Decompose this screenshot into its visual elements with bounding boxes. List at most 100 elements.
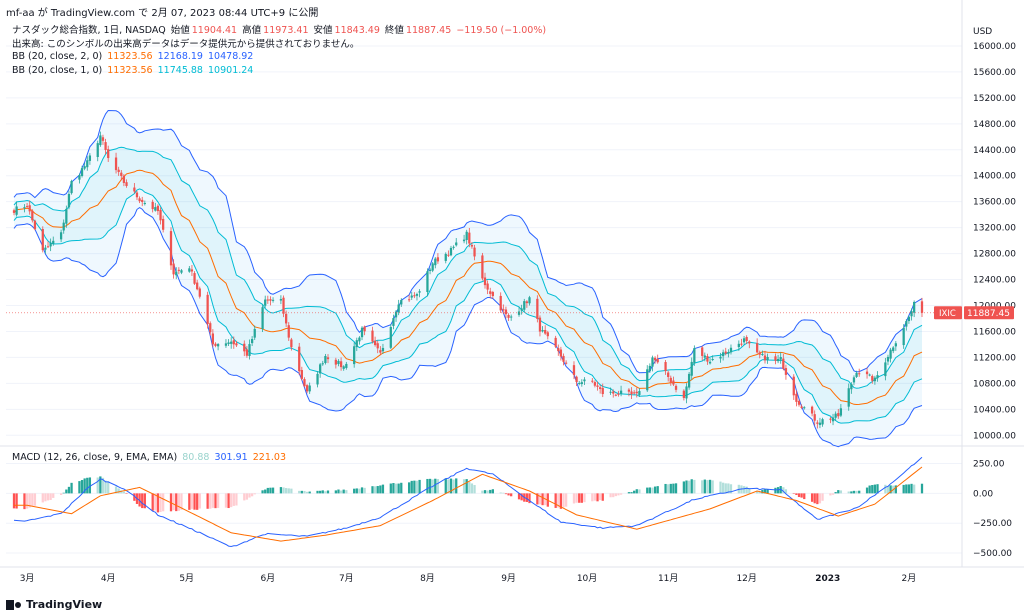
candle-body (353, 346, 356, 365)
macd-histogram-bar (868, 485, 871, 494)
candle-body (818, 422, 822, 425)
macd-histogram-bar (59, 493, 63, 496)
candle-body (578, 383, 581, 385)
brand[interactable]: TradingView (6, 598, 102, 611)
candle-body (486, 283, 489, 290)
candle-body (889, 349, 892, 359)
candle-body (324, 356, 327, 364)
macd-histogram-bar (162, 493, 165, 512)
candle-body (59, 232, 63, 240)
macd-histogram-bar (198, 493, 201, 509)
macd-histogram-bar (308, 491, 311, 494)
price-axis-tick-label: 13200.00 (973, 224, 1016, 234)
candle-body (646, 369, 649, 391)
macd-histogram-bar (910, 483, 913, 494)
candle-body (444, 253, 447, 261)
candle-body (269, 299, 272, 301)
signal-line (14, 466, 923, 542)
macd-histogram-bar (285, 488, 288, 494)
candle-body (428, 269, 432, 271)
macd-histogram-bar (706, 480, 709, 494)
candle-body (198, 288, 201, 297)
candle-body (758, 352, 761, 355)
candle-body (507, 314, 510, 318)
price-axis-currency: USD (973, 27, 992, 37)
candle-body (502, 309, 505, 311)
candle-body (196, 282, 199, 290)
candle-body (245, 349, 249, 356)
candle-body (763, 355, 767, 361)
candle-body (117, 169, 120, 173)
macd-histogram-bar (468, 481, 471, 494)
candle-body (447, 254, 450, 256)
macd-histogram-bar (371, 486, 374, 494)
candle-body (711, 358, 714, 360)
bb2-label: BB (20, close, 1, 0) (12, 65, 103, 76)
candle-body (756, 343, 759, 353)
candle-body (510, 316, 513, 318)
time-axis-label: 2023 (815, 574, 840, 584)
candle-body (886, 356, 890, 362)
macd-histogram-bar (748, 488, 751, 494)
macd-histogram-bar (394, 483, 398, 494)
macd-histogram-bar (834, 492, 837, 494)
macd-histogram-bar (627, 492, 631, 494)
symbol-name[interactable]: ナスダック総合指数, 1日, NASDAQ (12, 25, 166, 36)
macd-histogram-bar (190, 493, 194, 509)
macd-legend[interactable]: MACD (12, 26, close, 9, EMA, EMA) 80.88 … (12, 452, 288, 463)
macd-histogram-bar (483, 490, 487, 494)
macd-histogram-bar (271, 487, 275, 494)
macd-histogram-bar (711, 480, 714, 494)
macd-histogram-bar (326, 490, 330, 494)
macd-histogram-bar (507, 493, 510, 496)
candle-body (905, 321, 908, 327)
macd-histogram-bar (499, 492, 502, 494)
macd-histogram-bar (669, 483, 672, 494)
macd-histogram-bar (209, 493, 212, 509)
candle-body (175, 271, 178, 276)
candle-body (821, 419, 824, 425)
macd-hist-value: 80.88 (182, 452, 210, 463)
candle-body (599, 387, 602, 389)
macd-histogram-bar (829, 493, 832, 496)
macd-histogram-bar (913, 484, 916, 494)
candle-body (298, 346, 301, 372)
macd-histogram-bar (65, 489, 68, 494)
bb-inner-fill (14, 147, 922, 424)
macd-histogram-bar (664, 483, 667, 494)
candle-body (609, 391, 612, 393)
macd-histogram-bar (541, 493, 544, 506)
macd-histogram-bar (355, 488, 358, 494)
bb-basis-line (13, 169, 923, 406)
candle-body (674, 385, 678, 390)
macd-histogram-bar (392, 483, 395, 494)
candle-body (630, 391, 633, 395)
macd-histogram-bar (470, 483, 474, 494)
candle-body (538, 317, 542, 332)
macd-histogram-bar (264, 489, 267, 494)
candle-body (125, 182, 128, 186)
publish-info: mf-aa が TradingView.com で 2月 07, 2023 08… (6, 8, 319, 19)
macd-histogram-bar (31, 493, 34, 507)
high-label: 高値 (242, 25, 262, 36)
bb1-legend[interactable]: BB (20, close, 2, 0) 11323.56 12168.19 1… (12, 51, 255, 62)
candle-body (894, 343, 897, 347)
price-axis-tick-label: 11200.00 (973, 353, 1016, 363)
candle-body (279, 299, 283, 301)
macd-histogram-bar (525, 493, 529, 502)
candle-body (23, 207, 26, 209)
macd-line (13, 456, 923, 548)
macd-histogram-bar (784, 489, 788, 494)
candle-body (49, 243, 52, 247)
macd-histogram-bar (693, 479, 696, 494)
macd-histogram-bar (78, 481, 81, 494)
candle-body (15, 206, 18, 215)
macd-histogram-bar (358, 488, 361, 494)
macd-histogram-bar (449, 478, 453, 494)
bb2-legend[interactable]: BB (20, close, 1, 0) 11323.56 11745.88 1… (12, 65, 255, 76)
time-axis-label: 7月 (339, 573, 354, 584)
macd-histogram-bar (473, 485, 476, 494)
candle-body (850, 383, 853, 390)
macd-histogram-bar (491, 489, 494, 494)
